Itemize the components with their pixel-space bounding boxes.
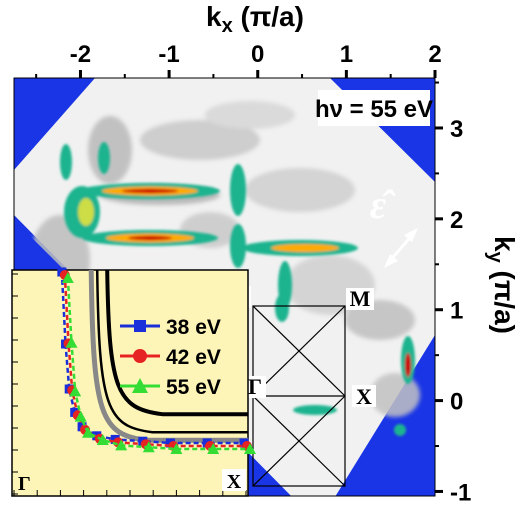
inset-plot: 38 eV 42 eV 55 eV Γ X [11,267,256,497]
label-M-right: M [350,286,371,311]
legend-marker [133,349,147,363]
inset-legend: 38 eV 42 eV 55 eV [120,316,221,399]
inset-data-point [244,443,256,454]
inset-data-point [142,441,155,453]
x-tick-label: -1 [158,41,179,68]
label-Gamma: Γ [248,374,262,399]
inset-ticks [12,273,247,496]
x-axis-title-sub: x [222,15,233,37]
y-axis-title-main: k [489,236,520,252]
x-tick-label: 1 [340,41,353,68]
inset-data-point [65,336,78,348]
legend-label: 55 eV [166,376,221,399]
y-axis-ticks: -1 0 1 2 3 [435,81,471,506]
inset-background [11,269,249,497]
inset-data-point [69,385,82,397]
x-axis-title-main: k [206,1,222,32]
x-tick-label: -2 [70,41,91,68]
y-axis-title: ky (π/a) [484,236,520,334]
inset-label-Gamma: Γ [18,473,31,495]
y-tick-label: -1 [450,479,471,506]
legend-label: 38 eV [166,316,221,339]
x-axis-title-unit: (π/a) [241,1,304,32]
inset-curves [88,269,248,443]
inset-data-point [82,426,95,438]
legend-label: 42 eV [166,346,221,369]
inset-reference-curve-gray [88,269,248,443]
photon-energy-box [318,90,430,126]
inset-data-point [61,272,74,283]
photon-energy-label: hν = 55 eV [315,96,433,123]
y-axis-title-sub: y [484,252,506,264]
y-tick-label: 0 [450,389,463,416]
legend-marker [134,320,146,332]
inset-data-point [207,443,220,454]
inset-data-point [96,434,109,445]
inset-series-line [63,274,247,448]
y-tick-label: 1 [450,298,463,325]
inset-reference-curve-black [105,269,248,417]
x-tick-label: 0 [251,41,264,68]
x-tick-label: 2 [428,41,441,68]
polarization-arrow [384,228,418,268]
inset-reference-curve-inner [95,269,248,434]
inset-label-X: X [227,471,242,493]
inset-data-point [74,410,87,422]
y-tick-label: 3 [450,116,463,143]
bz-diagram [252,305,346,487]
intensity-features [60,142,415,436]
inset-data-point [170,443,183,454]
y-axis-title-unit: (π/a) [489,271,520,334]
inset-series-line [66,277,250,451]
label-X: X [356,384,372,409]
inset-series [57,267,256,454]
legend-marker [132,378,148,393]
x-axis-title: kx (π/a) [206,1,304,37]
inset-data-point [115,439,128,451]
x-axis-ticks: -2 -1 0 1 2 [35,41,442,78]
y-tick-label: 2 [450,207,463,234]
